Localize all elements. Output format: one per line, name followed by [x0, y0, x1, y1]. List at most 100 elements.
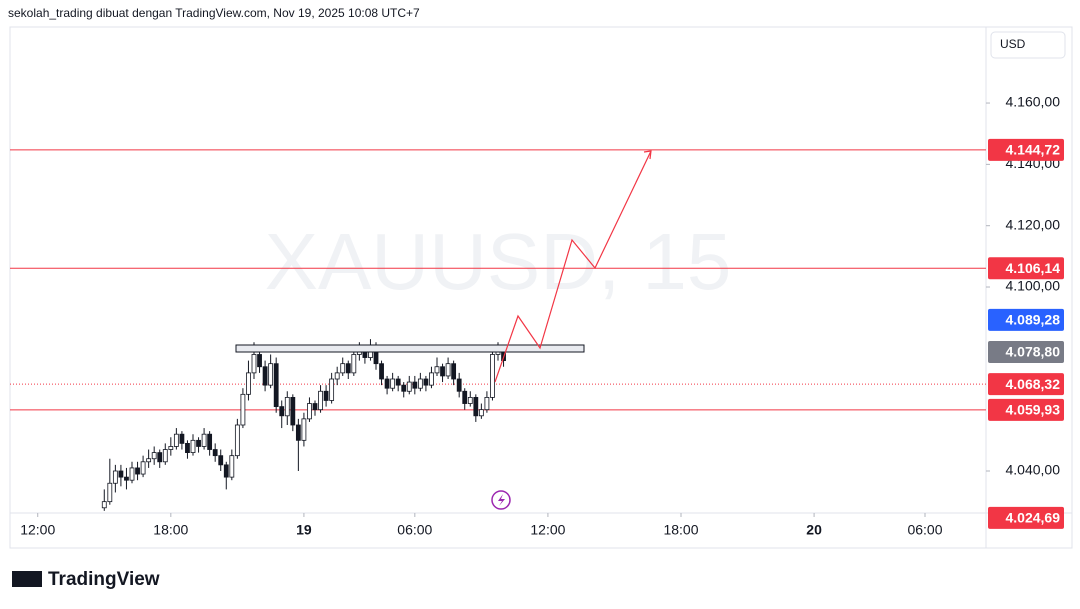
price-label: 4.144,72 — [1006, 142, 1061, 158]
candle-body — [168, 446, 174, 450]
event-bolt — [498, 494, 505, 506]
candle-body — [451, 363, 457, 380]
candle-body — [140, 461, 146, 475]
candle-body — [273, 363, 279, 408]
candle-body — [345, 363, 351, 374]
candle-body — [340, 363, 346, 374]
candle-body — [423, 378, 429, 386]
price-label: 4.059,93 — [1006, 402, 1061, 418]
currency-button[interactable] — [990, 31, 1066, 59]
candle-body — [246, 372, 251, 395]
candle-body — [390, 378, 396, 389]
candle-body — [190, 439, 196, 453]
y-tick-label: 4.100,00 — [1006, 278, 1061, 294]
plot — [10, 149, 986, 511]
logo: TradingView — [48, 569, 160, 590]
candle-body — [162, 449, 168, 463]
candle-body — [301, 418, 307, 441]
candle-body — [318, 390, 323, 411]
candle-body — [490, 354, 495, 398]
candle-body — [417, 378, 423, 389]
candle-body — [157, 452, 163, 463]
candle-body — [262, 366, 268, 386]
candle-body — [129, 467, 135, 481]
candle-body — [229, 455, 235, 478]
candle-body — [462, 390, 468, 404]
projection-path — [494, 150, 652, 383]
header: sekolah_trading dibuat dengan TradingVie… — [8, 6, 420, 20]
candle-body — [284, 397, 290, 417]
currency: USD — [1000, 37, 1026, 51]
candle-body — [473, 397, 479, 417]
candle-body — [279, 406, 285, 417]
price-label-bg — [988, 373, 1064, 396]
candle-body — [307, 403, 312, 420]
candle-body — [406, 381, 412, 392]
candle-body — [124, 476, 129, 481]
price-label-bg — [988, 341, 1064, 364]
price-label-bg — [988, 257, 1064, 280]
candle-body — [207, 433, 213, 450]
candle-body — [107, 482, 113, 503]
candle-body — [185, 442, 190, 453]
price-label-bg — [988, 506, 1064, 529]
price-label: 4.106,14 — [1006, 260, 1061, 276]
x-tick-label: 20 — [806, 522, 822, 538]
price-label-bg — [988, 138, 1064, 161]
x-tick-label: 06:00 — [397, 522, 432, 538]
candle-body — [146, 458, 152, 463]
x-tick-label: 18:00 — [153, 522, 188, 538]
candle-body — [334, 372, 340, 380]
candle-body — [429, 372, 434, 386]
candle-body — [268, 363, 274, 386]
candle-body — [234, 424, 240, 457]
watermark: XAUUSD, 15 — [265, 217, 732, 306]
candle-body — [478, 409, 484, 417]
candle-body — [212, 449, 218, 457]
candle-body — [218, 455, 224, 466]
candle-body — [401, 384, 407, 392]
candle-body — [456, 378, 462, 392]
y-tick-label: 4.120,00 — [1006, 216, 1061, 232]
candle-body — [445, 363, 451, 377]
candle-body — [201, 433, 207, 447]
candle-body — [112, 470, 118, 484]
candle-body — [223, 464, 229, 478]
candle-body — [351, 354, 357, 374]
price-label: 4.078,80 — [1006, 344, 1061, 360]
candle-body — [118, 470, 124, 478]
candle-body — [384, 378, 390, 389]
candle-body — [240, 393, 246, 426]
candle-body — [440, 366, 445, 377]
candle-body — [101, 501, 107, 509]
x-tick-label: 12:00 — [20, 522, 55, 538]
price-label-bg — [988, 398, 1064, 421]
candle-body — [173, 433, 179, 447]
candle-body — [251, 354, 257, 374]
y-tick-label: 4.160,00 — [1006, 94, 1061, 110]
y-tick-label: 4.040,00 — [1006, 462, 1061, 478]
price-label: 4.089,28 — [1006, 312, 1061, 328]
price-label-bg — [988, 308, 1064, 331]
chart-frame — [9, 26, 1073, 549]
candle-body — [290, 397, 296, 426]
candle-body — [312, 403, 318, 411]
candle-body — [484, 397, 490, 411]
x-tick-label: 18:00 — [663, 522, 698, 538]
candle-body — [379, 363, 384, 380]
resistance-zone — [235, 344, 585, 353]
candle-body — [151, 452, 157, 460]
x-tick-label: 19 — [296, 522, 312, 538]
projection-arrow — [643, 150, 652, 160]
price-label: 4.068,32 — [1006, 376, 1061, 392]
candle-body — [412, 381, 418, 389]
candle-body — [467, 397, 473, 404]
candle-body — [179, 433, 185, 444]
candle-body — [257, 354, 262, 368]
price-label: 4.024,69 — [1006, 510, 1061, 526]
candle-body — [135, 467, 140, 475]
candle-body — [295, 424, 301, 441]
candle-body — [395, 378, 401, 386]
x-tick-label: 12:00 — [530, 522, 565, 538]
x-tick-label: 06:00 — [907, 522, 942, 538]
